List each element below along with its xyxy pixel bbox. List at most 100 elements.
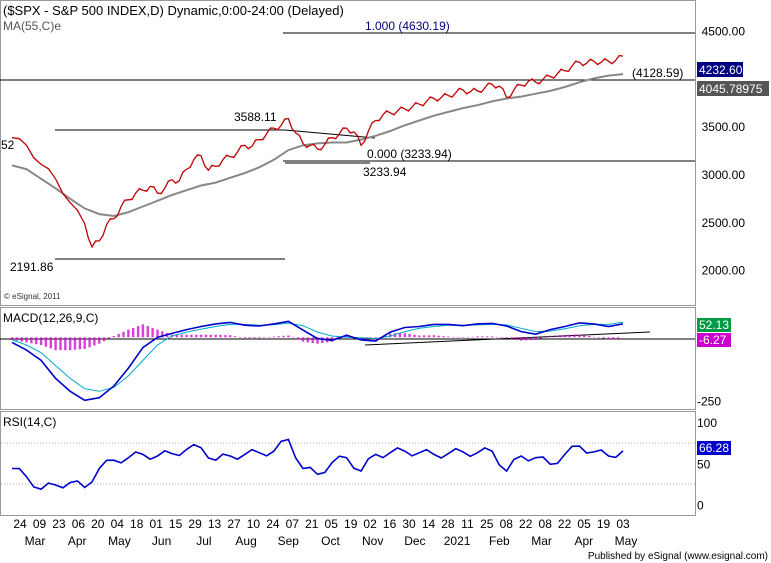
low-2191-label: 2191.86 <box>10 260 54 274</box>
histogram-bar <box>524 337 528 341</box>
histogram-bar <box>481 336 484 338</box>
histogram-bar <box>190 334 193 338</box>
copyright-label: © eSignal, 2011 <box>4 292 61 301</box>
ma-label: MA(55,C)e <box>3 19 61 33</box>
histogram-bar <box>563 335 566 338</box>
month-axis: Mar Apr May Jun Jul Aug Sep Oct Nov Dec 2021 Feb Mar… <box>25 534 638 548</box>
x-tick-label: 09 <box>33 517 47 531</box>
x-tick-label: 24 <box>266 517 280 531</box>
histogram-bar <box>500 337 503 338</box>
histogram-bar <box>214 334 217 338</box>
histogram-bar <box>88 337 91 348</box>
histogram-bar <box>199 334 203 338</box>
histogram-bar <box>141 324 145 338</box>
histogram-bar <box>20 337 23 342</box>
fib-1000-label: 1.000 (4630.19) <box>365 19 450 33</box>
histogram-bar <box>587 336 591 338</box>
x-axis: 24 09 23 06 20 04 18 01 15 29 13 27 10 24 07 21 05 19 02 16… <box>13 517 630 531</box>
histogram-bar <box>553 335 557 338</box>
x-tick-label: 07 <box>286 517 300 531</box>
histogram-bar <box>258 337 261 339</box>
last-ma-tag: 4045.78975 <box>699 82 763 96</box>
x-tick-label: 19 <box>344 517 358 531</box>
histogram-bar <box>466 337 469 338</box>
price-y-tick: 3500.00 <box>702 120 746 134</box>
histogram-bar <box>398 333 402 338</box>
x-tick-label: 16 <box>383 517 397 531</box>
histogram-bar <box>583 335 586 338</box>
histogram-bar <box>15 337 18 341</box>
histogram-bar <box>612 337 615 340</box>
last-ma-tag-bg <box>697 81 769 96</box>
histogram-bar <box>602 337 605 339</box>
histogram-bar <box>432 335 436 338</box>
histogram-bar <box>558 335 562 338</box>
x-tick-label: 05 <box>577 517 591 531</box>
histogram-bar <box>59 337 62 351</box>
histogram-bar <box>486 336 489 338</box>
x-tick-label: 21 <box>305 517 319 531</box>
left-edge-label: 52 <box>1 138 15 152</box>
histogram-bar <box>282 335 285 338</box>
high-3588-label: 3588.11 <box>234 110 277 124</box>
histogram-bar <box>607 337 610 340</box>
histogram-bar <box>452 336 455 338</box>
price-panel <box>0 0 696 306</box>
histogram-bar <box>78 337 82 350</box>
histogram-bar <box>151 327 154 338</box>
last-rsi-tag: 66.28 <box>699 441 729 455</box>
last-macd-tag: 52.13 <box>699 318 729 332</box>
x-tick-label: 19 <box>597 517 611 531</box>
rsi-title: RSI(14,C) <box>3 415 56 429</box>
histogram-bar <box>442 336 445 338</box>
x-tick-label: 03 <box>616 517 630 531</box>
month-label: Nov <box>362 534 383 548</box>
histogram-bar <box>25 337 28 343</box>
macd-y-tick: -250 <box>697 395 721 409</box>
histogram-bar <box>122 331 125 338</box>
histogram-bar <box>175 334 179 338</box>
histogram-bar <box>306 337 309 343</box>
histogram-bar <box>359 337 363 340</box>
histogram-bar <box>539 337 542 339</box>
histogram-bar <box>54 337 57 351</box>
histogram-bar <box>447 336 450 338</box>
histogram-bar <box>30 337 33 344</box>
histogram-bar <box>510 337 513 340</box>
x-tick-label: 08 <box>539 517 553 531</box>
rsi-y-tick: 100 <box>697 416 717 430</box>
histogram-bar <box>592 336 596 338</box>
histogram-bar <box>233 336 237 338</box>
last-hist-tag-bg <box>697 333 731 347</box>
rsi-y-axis: 100 50 0 <box>697 416 717 513</box>
histogram-bar <box>83 337 86 349</box>
price-bars-line <box>11 55 624 248</box>
rsi-y-tick: 50 <box>697 457 711 471</box>
month-label: Mar <box>25 534 46 548</box>
x-tick-label: 29 <box>188 517 202 531</box>
histogram-bar <box>418 335 421 338</box>
histogram-bar <box>107 337 111 339</box>
histogram-bar <box>534 337 537 340</box>
price-y-tick: 4500.00 <box>702 25 746 39</box>
histogram-bar <box>437 335 440 338</box>
macd-y-axis: -250 <box>697 395 721 409</box>
x-tick-label: 04 <box>111 517 125 531</box>
x-tick-label: 27 <box>227 517 241 531</box>
histogram-bar <box>39 337 43 345</box>
macd-line <box>11 320 624 402</box>
macd-title: MACD(12,26,9,C) <box>3 311 98 325</box>
histogram-bar <box>272 336 276 338</box>
level-4128-label: (4128.59) <box>632 66 683 80</box>
month-label: Oct <box>321 534 340 548</box>
histogram-bar <box>529 337 533 341</box>
histogram-bar <box>389 333 392 338</box>
price-y-tick: 3000.00 <box>702 168 746 182</box>
histogram-bar <box>316 337 319 344</box>
x-tick-label: 01 <box>150 517 164 531</box>
month-label: 2021 <box>444 534 471 548</box>
histogram-bar <box>321 337 324 343</box>
histogram-bar <box>146 326 149 338</box>
low-3233-label: 3233.94 <box>363 165 407 179</box>
histogram-bar <box>224 335 227 338</box>
